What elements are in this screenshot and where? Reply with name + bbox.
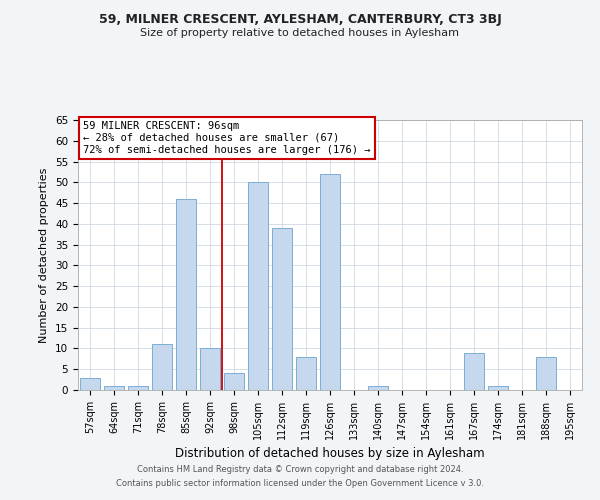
Bar <box>104 386 124 390</box>
X-axis label: Distribution of detached houses by size in Aylesham: Distribution of detached houses by size … <box>175 448 485 460</box>
Bar <box>464 352 484 390</box>
Y-axis label: Number of detached properties: Number of detached properties <box>40 168 49 342</box>
Bar <box>320 174 340 390</box>
Bar <box>272 228 292 390</box>
Bar <box>128 386 148 390</box>
Bar <box>368 386 388 390</box>
Bar <box>296 357 316 390</box>
Text: 59, MILNER CRESCENT, AYLESHAM, CANTERBURY, CT3 3BJ: 59, MILNER CRESCENT, AYLESHAM, CANTERBUR… <box>98 12 502 26</box>
Bar <box>200 348 220 390</box>
Bar <box>224 374 244 390</box>
Bar <box>152 344 172 390</box>
Bar <box>248 182 268 390</box>
Bar <box>176 199 196 390</box>
Bar <box>536 357 556 390</box>
Text: Contains HM Land Registry data © Crown copyright and database right 2024.
Contai: Contains HM Land Registry data © Crown c… <box>116 466 484 487</box>
Bar <box>488 386 508 390</box>
Text: 59 MILNER CRESCENT: 96sqm
← 28% of detached houses are smaller (67)
72% of semi-: 59 MILNER CRESCENT: 96sqm ← 28% of detac… <box>83 122 371 154</box>
Text: Size of property relative to detached houses in Aylesham: Size of property relative to detached ho… <box>140 28 460 38</box>
Bar <box>80 378 100 390</box>
